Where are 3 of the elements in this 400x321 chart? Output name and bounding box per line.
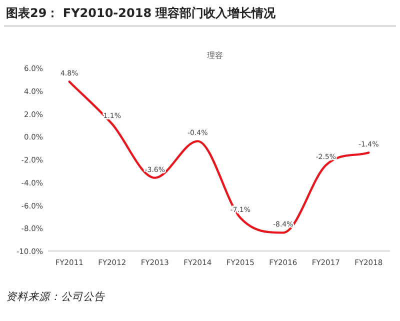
text: 资料来源：公司公告 bbox=[6, 291, 106, 303]
chart-subtitle: 理容 bbox=[207, 51, 223, 60]
chart-title: 图表29： FY2010-2018 理容部门收入增长情况 bbox=[6, 6, 277, 20]
